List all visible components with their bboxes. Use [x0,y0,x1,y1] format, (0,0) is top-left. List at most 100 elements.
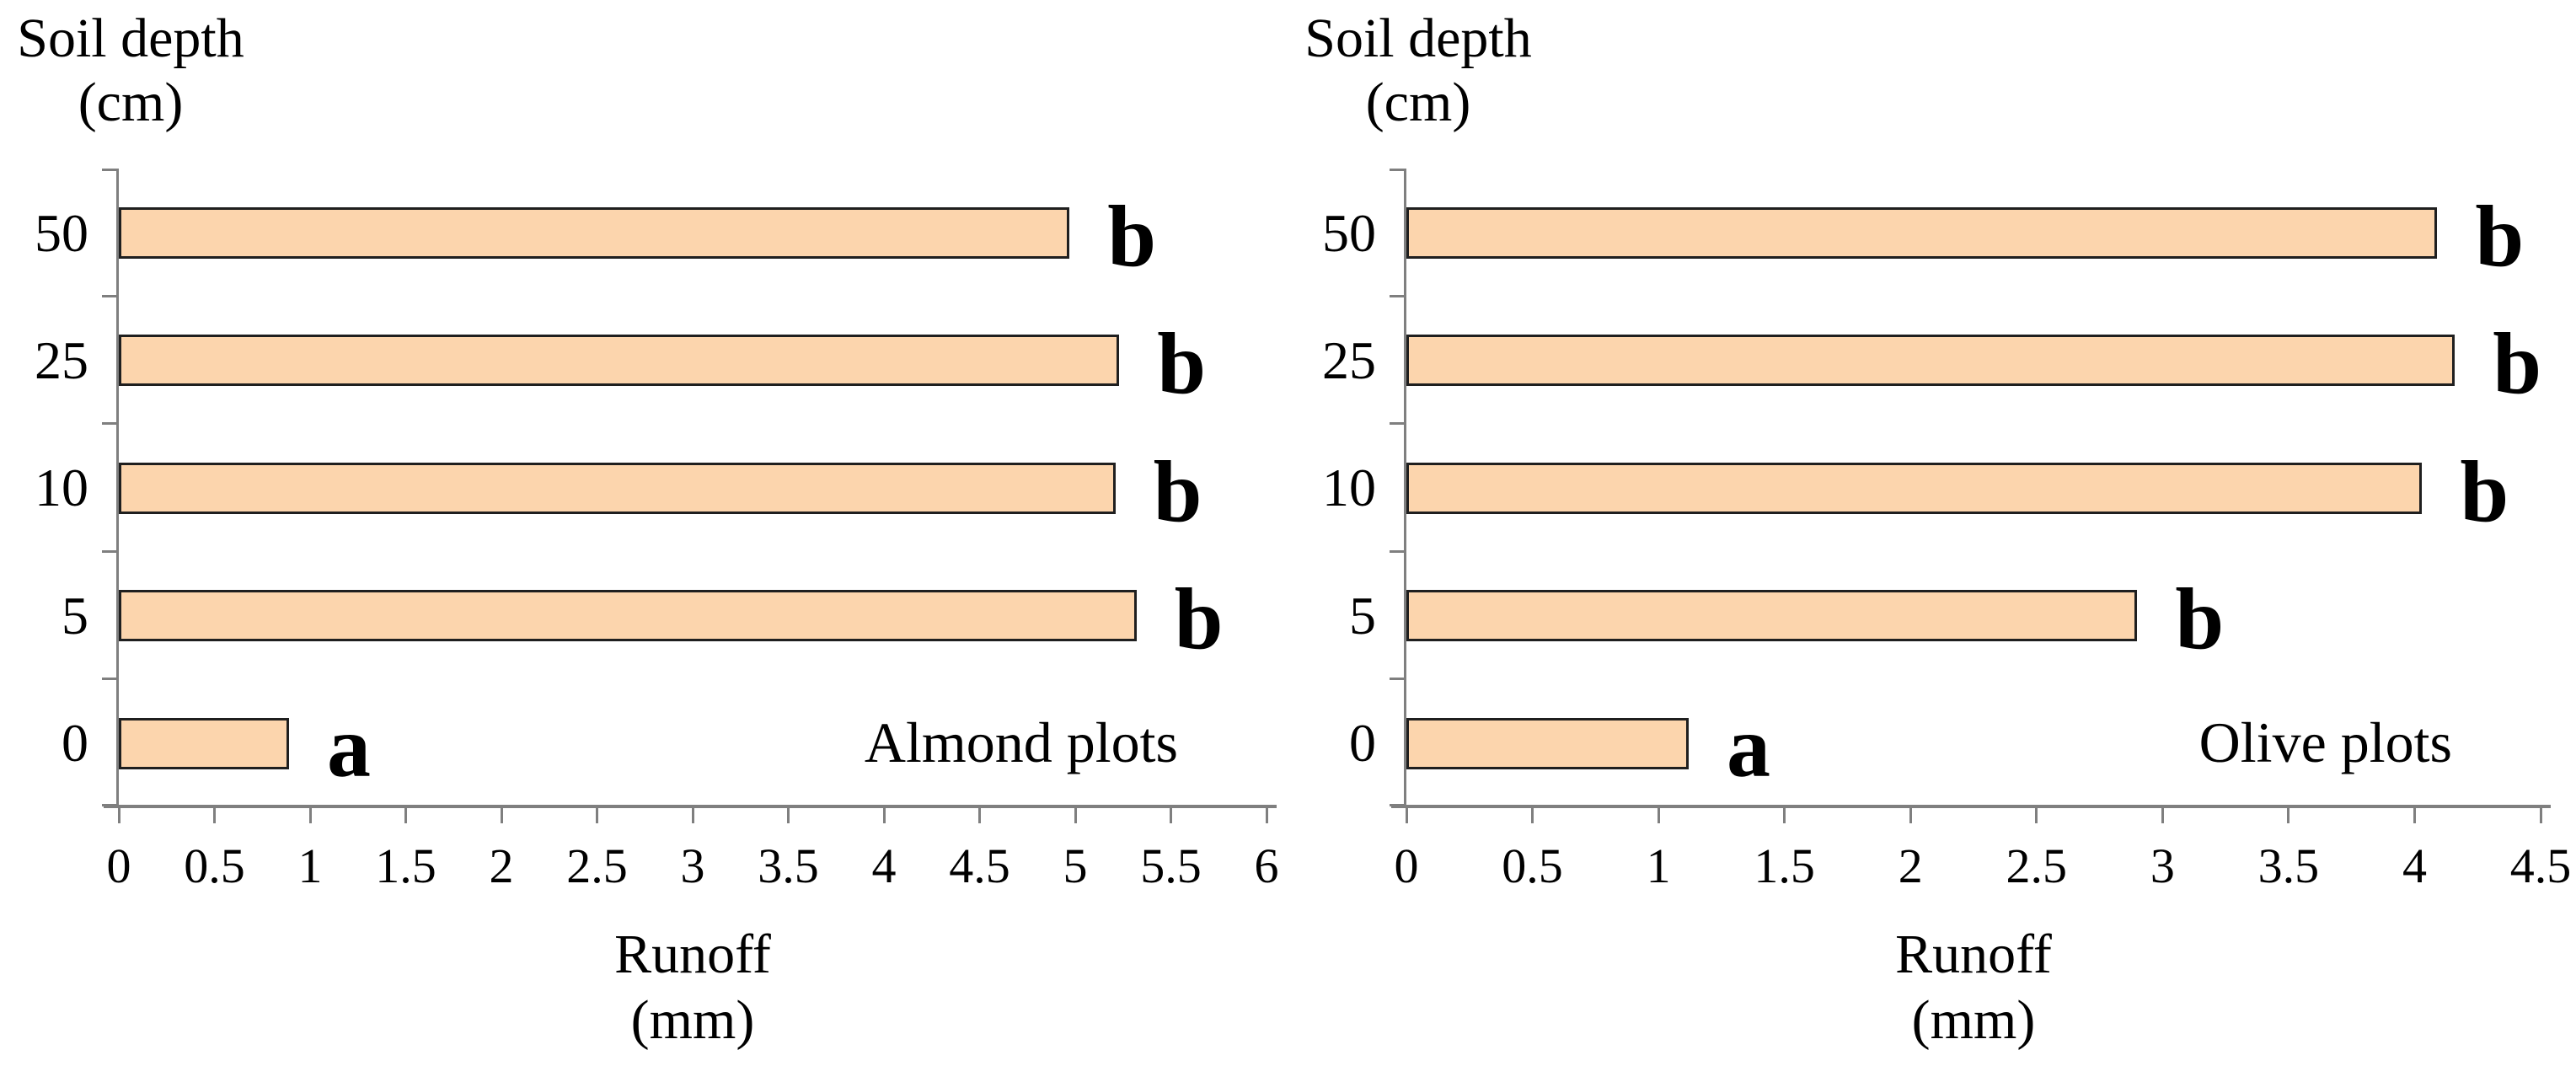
x-tick-label: 0 [106,838,131,893]
y-axis-tick [102,804,116,806]
bar [119,590,1137,642]
x-axis-tick [978,808,981,823]
significance-letter: a [327,698,372,795]
x-tick-label: 6 [1254,838,1279,893]
bar [119,462,1116,514]
x-axis-tick [1531,808,1534,823]
x-tick-label: 2.5 [2006,838,2068,893]
x-axis-tick [1657,808,1660,823]
x-tick-label: 3 [680,838,705,893]
significance-letter: a [1727,698,1770,795]
x-tick-label: 1.5 [375,838,436,893]
y-axis-title-line2: (cm) [78,72,184,133]
y-axis-tick [1390,804,1404,806]
significance-letter: b [2475,188,2525,285]
x-tick-label: 1 [297,838,323,893]
x-axis-tick [2413,808,2416,823]
y-tick-label: 5 [62,585,88,645]
y-axis-tick [102,422,116,426]
y-tick-label: 10 [35,458,88,518]
bar [1406,462,2423,514]
y-tick-label: 25 [1322,329,1376,390]
bar [1406,335,2456,387]
x-axis-tick [1405,808,1408,823]
x-tick-label: 2.5 [566,838,628,893]
y-axis-tick [102,549,116,553]
x-axis-tick [882,808,886,823]
x-tick-label: 0 [1394,838,1419,893]
y-axis-tick [102,678,116,681]
x-axis-tick [2035,808,2038,823]
y-axis-tick [1390,678,1404,681]
bar [1406,717,1689,769]
y-axis [116,169,119,808]
x-axis [104,805,1277,808]
x-axis-title-line2: (mm) [630,989,755,1051]
x-axis-tick [308,808,312,823]
x-axis-title-line1: Runoff [614,924,771,985]
x-axis-tick [1783,808,1786,823]
y-axis-tick [1390,422,1404,426]
x-axis-tick [1265,808,1268,823]
significance-letter: b [2175,570,2225,668]
x-axis-tick [1074,808,1077,823]
x-axis-tick [1170,808,1172,823]
x-axis-tick [1909,808,1912,823]
x-tick-label: 4.5 [949,838,1010,893]
x-tick-label: 3.5 [2257,838,2320,893]
y-tick-label: 50 [1322,202,1376,263]
x-axis-tick [2287,808,2290,823]
x-tick-label: 1 [1646,838,1671,893]
x-tick-label: 5 [1063,838,1088,893]
y-axis-title: Soil depth (cm) [0,7,261,135]
y-axis-tick [1390,294,1404,297]
x-axis-tick [500,808,503,823]
y-axis-title-line1: Soil depth [1304,8,1532,69]
x-tick-label: 2 [1898,838,1923,893]
x-axis-tick [404,808,407,823]
significance-letter: b [2493,315,2542,413]
significance-letter: b [1174,570,1224,668]
plot-label: Olive plots [2198,710,2452,774]
y-axis-title: Soil depth (cm) [1288,7,1549,135]
significance-letter: b [1153,442,1202,540]
y-axis [1404,169,1406,808]
x-tick-label: 5.5 [1140,838,1202,893]
plot-area: Almond plots b 50 b 25 b 10 b 5 a 0 0 0.5 1 1.5 2 2.5 3 3… [35,169,1279,893]
x-axis-tick [213,808,216,823]
x-axis-title-line2: (mm) [1911,989,2036,1051]
significance-letter: b [1157,315,1207,413]
bar [119,207,1070,259]
olive-chart-panel: Soil depth (cm) Olive plots b 50 b 25 b 10 b 5 a… [1288,0,2576,1066]
plot-label: Almond plots [864,710,1178,774]
y-axis-title-line1: Soil depth [17,8,244,69]
x-tick-label: 0.5 [1502,838,1563,893]
y-axis-tick [1390,169,1404,171]
x-tick-label: 4 [871,838,897,893]
x-axis-tick [2161,808,2164,823]
y-axis-title-line2: (cm) [1365,72,1471,133]
x-axis-tick [117,808,120,823]
x-axis-tick [787,808,790,823]
x-axis-tick [596,808,598,823]
x-tick-label: 0.5 [184,838,245,893]
bar [119,717,290,769]
x-axis [1391,805,2551,808]
x-axis-tick [2539,808,2542,823]
y-tick-label: 0 [62,713,88,774]
y-tick-label: 25 [35,329,88,390]
y-axis-tick [102,294,116,297]
almond-chart-panel: Soil depth (cm) Almond plots b 50 b 25 b 10 b 5… [0,7,1279,1051]
bar [119,335,1120,387]
x-tick-label: 1.5 [1754,838,1815,893]
y-axis-tick [1390,549,1404,553]
x-tick-label: 2 [489,838,514,893]
y-tick-label: 0 [1349,713,1376,774]
y-tick-label: 10 [1322,458,1376,518]
y-axis-tick [102,169,116,171]
plot-area: Olive plots b 50 b 25 b 10 b 5 a 0 0 0.5 1 1.5 2 2.5 3 3.… [1322,169,2571,893]
x-axis-tick [691,808,694,823]
x-axis-title-line1: Runoff [1895,924,2052,985]
bar [1406,207,2438,259]
